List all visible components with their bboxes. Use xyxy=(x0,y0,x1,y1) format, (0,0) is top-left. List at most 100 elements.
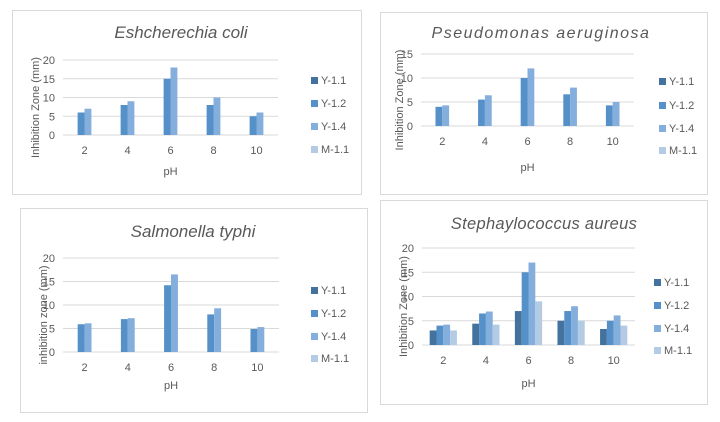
y-axis-label: Inhibition Zone (mm) xyxy=(30,57,42,158)
y-tick-label: 0 xyxy=(49,130,55,142)
legend-swatch xyxy=(654,325,661,332)
x-tick-label: 2 xyxy=(439,136,445,148)
legend-label: M-1.1 xyxy=(669,145,697,157)
legend-label: Y-1.2 xyxy=(321,308,346,320)
legend-label: Y-1.1 xyxy=(321,75,346,87)
y-tick-label: 5 xyxy=(49,111,55,123)
chart-svg: Stephaylococcus aureus 0 5 10 15 20 2 4 6 8 10 pH In… xyxy=(398,215,692,390)
bar-m-1.1-ph-6 xyxy=(535,301,543,345)
bar-y-1.4-ph-2 xyxy=(443,324,451,345)
bar-y-1.2-ph-6 xyxy=(521,272,529,345)
chart-panel-e-coli: Eshcherechia coli 0 5 10 15 20 2 4 6 8 10 pH Inhibit… xyxy=(12,10,362,195)
bar-y-1.2-ph-4 xyxy=(479,313,486,345)
bar-y-1.2-ph-2 xyxy=(435,106,443,126)
bar-y-1.4-ph-10 xyxy=(257,327,265,352)
x-axis-label: pH xyxy=(520,162,534,174)
y-tick-label: 10 xyxy=(401,73,413,85)
bar-y-1.4-ph-4 xyxy=(485,311,493,345)
bar-y-1.4-ph-6 xyxy=(527,68,535,126)
legend-swatch xyxy=(311,123,318,130)
legend-swatch xyxy=(659,147,666,154)
y-tick-label: 0 xyxy=(49,347,55,359)
x-tick-label: 8 xyxy=(210,145,216,157)
bar-m-1.1-ph-10 xyxy=(620,325,628,345)
x-axis-label: pH xyxy=(521,378,535,390)
y-tick-label: 15 xyxy=(43,277,55,289)
bar-y-1.4-ph-10 xyxy=(613,315,621,345)
x-tick-label: 6 xyxy=(167,145,173,157)
bar-y-1.4-ph-2 xyxy=(442,105,450,126)
bar-y-1.2-ph-8 xyxy=(563,94,571,126)
y-axis-label: inhibition zone (mm) xyxy=(38,265,50,364)
bar-y-1.2-ph-4 xyxy=(120,105,128,135)
legend-label: Y-1.4 xyxy=(664,323,689,335)
x-tick-label: 6 xyxy=(168,362,174,374)
bar-y-1.2-ph-8 xyxy=(207,314,215,352)
bar-y-1.2-ph-6 xyxy=(520,78,528,126)
legend: Y-1.1 Y-1.2 Y-1.4 M-1.1 xyxy=(311,75,349,156)
chart-svg: Pseudomonas aeruginosa 0 5 10 15 2 4 6 8 10 pH Inhi… xyxy=(394,25,697,174)
chart-svg: Eshcherechia coli 0 5 10 15 20 2 4 6 8 10 pH Inhibit… xyxy=(30,23,349,178)
legend-label: Y-1.4 xyxy=(321,121,346,133)
x-tick-label: 10 xyxy=(608,355,620,367)
x-tick-label: 2 xyxy=(81,145,87,157)
legend-swatch xyxy=(659,125,666,132)
y-tick-label: 10 xyxy=(43,300,55,312)
chart-title: Stephaylococcus aureus xyxy=(451,215,637,233)
x-tick-label: 10 xyxy=(250,145,262,157)
bar-y-1.1-ph-10 xyxy=(600,328,607,345)
bar-y-1.4-ph-8 xyxy=(571,306,578,345)
chart-panel-p-aeruginosa: Pseudomonas aeruginosa 0 5 10 15 2 4 6 8 10 pH Inhi… xyxy=(380,12,708,195)
bar-y-1.2-ph-6 xyxy=(163,78,171,135)
legend-label: Y-1.4 xyxy=(321,331,346,343)
bar-y-1.2-ph-4 xyxy=(120,319,128,352)
legend-swatch xyxy=(654,302,661,309)
legend-label: Y-1.4 xyxy=(669,123,694,135)
legend: Y-1.1 Y-1.2 Y-1.4 M-1.1 xyxy=(659,76,697,157)
bar-y-1.2-ph-8 xyxy=(564,311,572,345)
legend-swatch xyxy=(659,78,666,85)
legend-swatch xyxy=(654,347,661,354)
bar-m-1.1-ph-2 xyxy=(450,330,457,345)
y-tick-label: 20 xyxy=(43,253,55,265)
y-tick-label: 10 xyxy=(43,93,55,105)
legend-swatch xyxy=(659,102,666,109)
y-axis-label: Inhibition Zone (mm) xyxy=(398,256,410,357)
y-tick-label: 15 xyxy=(43,74,55,86)
bar-y-1.4-ph-4 xyxy=(127,318,135,352)
bar-y-1.4-ph-10 xyxy=(612,102,620,126)
chart-svg: Salmonella typhi 0 5 10 15 20 2 4 6 8 10 pH inhibiti… xyxy=(38,222,349,392)
y-tick-label: 10 xyxy=(402,292,414,304)
legend-label: Y-1.1 xyxy=(669,76,694,88)
legend-swatch xyxy=(311,146,318,153)
bar-m-1.1-ph-8 xyxy=(577,320,585,345)
legend-swatch xyxy=(311,310,318,317)
y-tick-label: 20 xyxy=(43,55,55,67)
x-tick-label: 4 xyxy=(124,145,130,157)
bar-y-1.2-ph-2 xyxy=(77,112,85,135)
x-tick-label: 10 xyxy=(251,362,263,374)
y-tick-label: 5 xyxy=(49,324,55,336)
bar-y-1.2-ph-10 xyxy=(250,328,258,352)
bar-m-1.1-ph-4 xyxy=(492,324,500,345)
bar-y-1.2-ph-8 xyxy=(206,105,214,135)
legend-label: Y-1.1 xyxy=(321,285,346,297)
bar-y-1.4-ph-6 xyxy=(528,262,536,345)
x-tick-label: 4 xyxy=(125,362,131,374)
legend-label: M-1.1 xyxy=(321,353,349,365)
bar-y-1.4-ph-8 xyxy=(214,308,222,352)
bar-y-1.4-ph-2 xyxy=(84,108,92,135)
bar-y-1.2-ph-10 xyxy=(249,116,257,135)
legend-swatch xyxy=(311,333,318,340)
x-tick-label: 4 xyxy=(482,136,488,148)
y-tick-label: 5 xyxy=(407,97,413,109)
bar-y-1.1-ph-6 xyxy=(514,311,522,345)
y-tick-label: 15 xyxy=(402,267,414,279)
legend-label: Y-1.1 xyxy=(664,277,689,289)
bar-y-1.2-ph-10 xyxy=(605,105,613,126)
bar-y-1.1-ph-2 xyxy=(429,330,437,345)
legend-swatch xyxy=(311,287,318,294)
bar-y-1.4-ph-8 xyxy=(213,97,221,135)
bar-y-1.4-ph-4 xyxy=(484,95,492,126)
legend-label: M-1.1 xyxy=(321,144,349,156)
